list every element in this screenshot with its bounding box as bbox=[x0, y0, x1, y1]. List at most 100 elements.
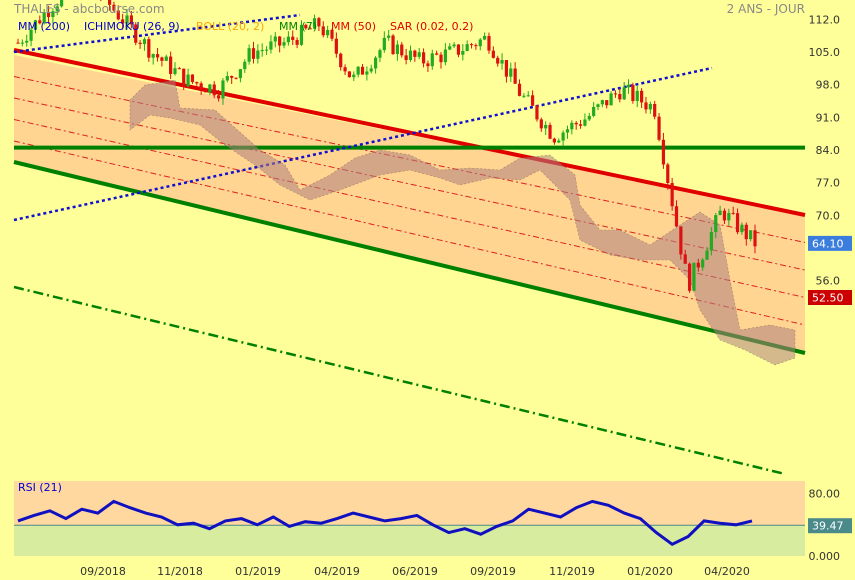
candle-body bbox=[753, 230, 757, 247]
candle-body bbox=[243, 61, 247, 70]
candle-body bbox=[60, 0, 64, 7]
candle-body bbox=[740, 224, 744, 233]
rsi-tick-label: 0.000 bbox=[809, 550, 841, 563]
candle-body bbox=[173, 68, 177, 75]
candle-body bbox=[526, 95, 530, 97]
candle-body bbox=[38, 20, 42, 24]
candle-body bbox=[456, 44, 461, 55]
candle-body bbox=[129, 15, 133, 25]
ichimoku-cloud bbox=[129, 79, 796, 366]
candle-body bbox=[46, 12, 51, 18]
candle-body bbox=[134, 24, 138, 43]
candle-body bbox=[107, 0, 112, 5]
candle-body bbox=[365, 71, 369, 75]
candle-body bbox=[465, 44, 469, 51]
candle-body bbox=[121, 19, 125, 24]
candle-body bbox=[430, 53, 434, 67]
candle-body bbox=[561, 132, 565, 141]
legend-mm200: MM (200) bbox=[18, 20, 71, 33]
candle-body bbox=[544, 124, 548, 129]
candle-body bbox=[517, 83, 522, 96]
candle-body bbox=[605, 100, 609, 106]
candle-body bbox=[186, 74, 190, 87]
candle-body bbox=[347, 71, 352, 78]
candle-body bbox=[221, 80, 225, 99]
candle-body bbox=[395, 44, 400, 55]
candle-body bbox=[260, 50, 264, 52]
candle-body bbox=[234, 77, 238, 79]
candle-body bbox=[539, 119, 543, 129]
x-tick-label: 11/2018 bbox=[157, 565, 203, 578]
x-tick-label: 11/2019 bbox=[549, 565, 595, 578]
candle-body bbox=[400, 44, 404, 56]
x-tick-label: 06/2019 bbox=[392, 565, 438, 578]
candle-body bbox=[291, 36, 295, 40]
candle-body bbox=[282, 42, 286, 46]
candle-body bbox=[692, 262, 696, 291]
candle-body bbox=[160, 57, 164, 61]
candle-body bbox=[360, 66, 365, 75]
candle-body bbox=[25, 40, 29, 43]
candle-body bbox=[565, 129, 570, 133]
candle-body bbox=[269, 41, 273, 50]
candle-body bbox=[701, 259, 705, 268]
candle-body bbox=[417, 52, 421, 57]
y-tick-label: 91.0 bbox=[816, 111, 841, 124]
price-marker bbox=[808, 235, 852, 251]
candle-body bbox=[735, 213, 740, 233]
y-tick-label: 98.0 bbox=[816, 79, 841, 92]
legend-boll: BOLL (20, 2) bbox=[196, 20, 265, 33]
candle-body bbox=[33, 20, 38, 30]
candle-body bbox=[749, 230, 753, 240]
y-tick-label: 84.0 bbox=[816, 144, 841, 157]
y-tick-label: 112.0 bbox=[809, 13, 841, 26]
candle-body bbox=[609, 93, 613, 106]
candle-body bbox=[125, 15, 129, 24]
legend-sar: SAR (0.02, 0.2) bbox=[390, 20, 474, 33]
candle-body bbox=[557, 140, 561, 143]
candle-body bbox=[147, 39, 151, 58]
candle-body bbox=[635, 90, 639, 102]
rsi-label: RSI (21) bbox=[18, 481, 62, 494]
candle-body bbox=[55, 6, 59, 12]
candle-body bbox=[286, 36, 290, 43]
candle-body bbox=[448, 46, 452, 50]
candle-body bbox=[321, 26, 325, 36]
candle-body bbox=[225, 76, 229, 81]
candle-body bbox=[661, 139, 666, 165]
candle-body bbox=[20, 42, 24, 44]
candle-body bbox=[469, 44, 474, 46]
candle-body bbox=[421, 52, 426, 64]
candle-body bbox=[552, 138, 556, 143]
candle-body bbox=[378, 50, 382, 58]
candle-body bbox=[583, 119, 587, 126]
candle-body bbox=[705, 250, 709, 260]
candle-body bbox=[709, 232, 713, 251]
candle-body bbox=[264, 49, 269, 51]
candle-body bbox=[251, 48, 256, 59]
candle-body bbox=[452, 44, 456, 47]
candle-body bbox=[51, 11, 55, 18]
candle-body bbox=[212, 84, 216, 96]
candle-body bbox=[657, 116, 661, 140]
rsi-marker bbox=[808, 518, 852, 534]
candle-body bbox=[718, 210, 722, 216]
candle-body bbox=[182, 68, 186, 87]
candle-body bbox=[356, 66, 360, 75]
x-tick-label: 04/2019 bbox=[314, 565, 360, 578]
candle-body bbox=[744, 224, 748, 240]
candle-body bbox=[622, 87, 626, 100]
candle-body bbox=[474, 45, 478, 47]
candle-body bbox=[522, 95, 526, 97]
candle-body bbox=[722, 210, 727, 221]
y-tick-label: 70.0 bbox=[816, 209, 841, 222]
candle-body bbox=[138, 42, 142, 45]
candle-body bbox=[247, 48, 251, 62]
candle-body bbox=[648, 103, 652, 110]
candle-body bbox=[16, 42, 20, 44]
legend-mm7: MM (7) bbox=[279, 20, 318, 33]
candle-body bbox=[304, 24, 308, 29]
candle-body bbox=[500, 59, 504, 64]
rsi-marker-label: 39.47 bbox=[812, 520, 844, 533]
